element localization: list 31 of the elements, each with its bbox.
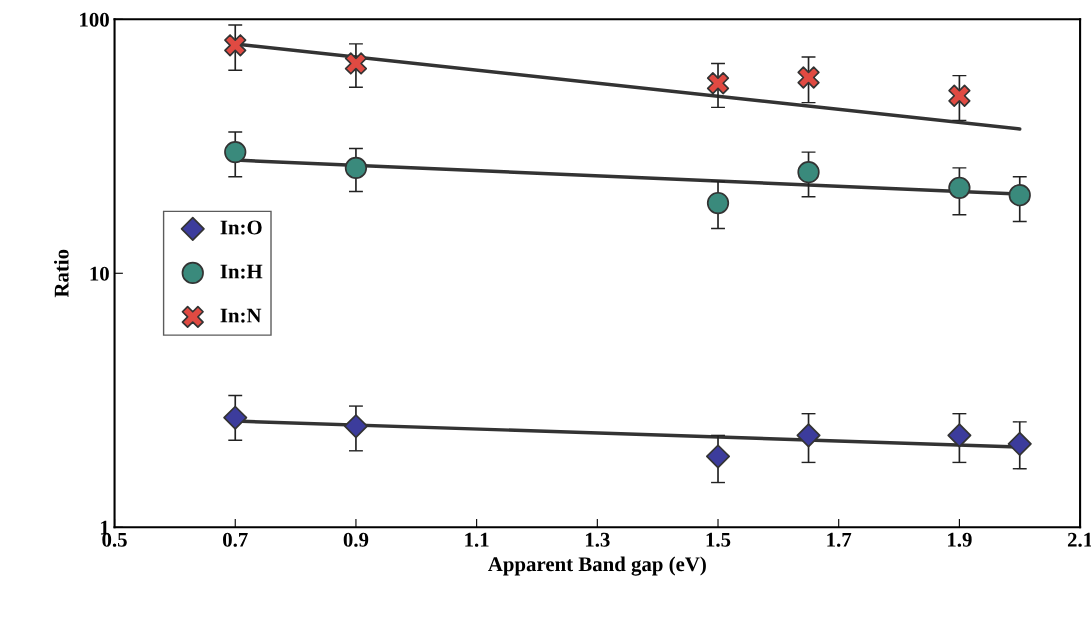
point [706, 191, 730, 215]
point [797, 66, 820, 89]
point [344, 156, 368, 180]
point [947, 423, 972, 448]
point [706, 72, 730, 95]
legend-label: In:O [220, 220, 262, 235]
point [705, 444, 731, 469]
y-tick-label: 10 [90, 266, 109, 281]
x-axis-title: Apparent Band gap (eV) [488, 556, 706, 576]
legend-label: In:N [220, 308, 262, 323]
point [948, 176, 971, 199]
x-tick-label: 1.1 [465, 532, 489, 547]
point [948, 84, 971, 107]
point [1008, 184, 1031, 207]
x-tick-label: 1.7 [827, 532, 852, 547]
legend-label: In:H [220, 264, 263, 279]
point [223, 405, 248, 430]
x-tick-label: 0.7 [223, 532, 248, 547]
point [797, 161, 820, 184]
point [224, 140, 247, 164]
point [796, 423, 821, 448]
point [1007, 431, 1032, 456]
point [344, 52, 368, 75]
y-tick-label: 100 [80, 12, 109, 27]
x-tick-label: 1.9 [948, 532, 972, 547]
x-tick-label: 1.3 [585, 532, 610, 547]
point [343, 414, 368, 439]
x-tick-label: 0.9 [343, 532, 369, 547]
point [224, 34, 247, 57]
x-tick-label: 1.5 [706, 532, 731, 547]
y-axis-title: Ratio [54, 249, 69, 298]
